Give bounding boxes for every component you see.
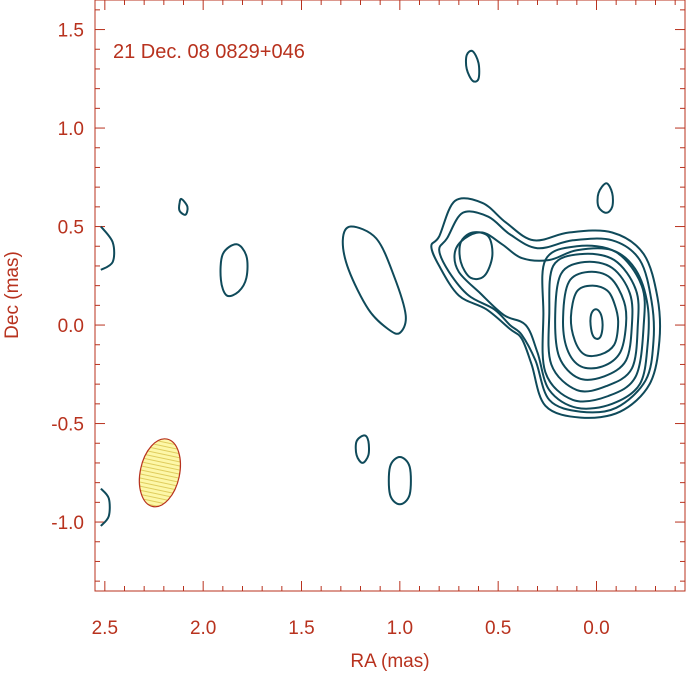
- contour-blob-1.0: [387, 455, 412, 506]
- contour-core-level-6: [562, 270, 628, 370]
- beam-ellipse: [138, 438, 182, 508]
- contour-blob-0.05: [596, 182, 614, 214]
- y-tick-label: 0.0: [58, 316, 84, 337]
- y-tick-label: -1.0: [51, 513, 84, 534]
- x-axis-label: RA (mas): [350, 651, 429, 672]
- contour-core-level-4: [547, 252, 640, 393]
- y-tick-label: 0.5: [58, 218, 84, 239]
- contour-blob-0.6-top: [464, 49, 481, 83]
- contour-blob-2.5-low: [100, 487, 111, 527]
- contour-blob-2.1: [178, 197, 189, 216]
- contour-core-level-8: [589, 308, 604, 340]
- contour-blob-1.1: [341, 225, 407, 335]
- contour-jet-level-1: [438, 210, 655, 414]
- x-tick-label: 0.0: [583, 618, 609, 639]
- contour-jet-level-2: [453, 231, 650, 410]
- beam-group: [138, 438, 182, 508]
- y-axis-label: Dec (mas): [2, 251, 23, 339]
- chart-annotation: 21 Dec. 08 0829+046: [113, 41, 305, 63]
- contour-core-level-3: [541, 244, 646, 403]
- tick-labels: 2.5 2.0 1.5 1.0 0.5 0.0 1.5 1.0 0.5 0.0 -0.5 -1.0: [51, 21, 609, 639]
- y-tick-label: -0.5: [51, 415, 84, 436]
- contour-core-level-5: [554, 260, 634, 381]
- x-tick-label: 2.0: [190, 618, 216, 639]
- x-tick-label: 1.5: [288, 618, 314, 639]
- contour-lines: [100, 49, 662, 527]
- x-tick-label: 2.5: [92, 618, 118, 639]
- contour-blob-1.18: [354, 434, 370, 464]
- contour-knot-0.63: [458, 231, 494, 281]
- x-tick-label: 1.0: [387, 618, 413, 639]
- x-tick-label: 0.5: [485, 618, 511, 639]
- y-tick-label: 1.0: [58, 119, 84, 140]
- axis-ticks: [95, 0, 685, 591]
- contour-jet-outer: [430, 197, 662, 419]
- contour-blob-2.5: [100, 225, 116, 271]
- contour-blob-1.8: [219, 243, 249, 298]
- contour-core-level-7: [569, 284, 620, 358]
- y-tick-label: 1.5: [58, 21, 84, 42]
- plot-frame: [94, 0, 686, 592]
